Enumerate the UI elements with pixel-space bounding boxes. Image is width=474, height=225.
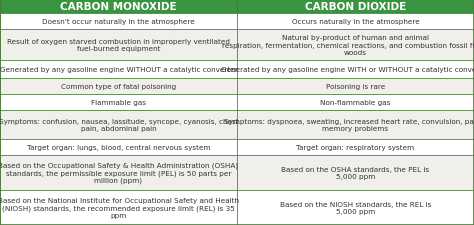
Text: Symptoms: confusion, nausea, lassitude, syncope, cyanosis, chest
pain, abdominal: Symptoms: confusion, nausea, lassitude, …: [0, 118, 238, 131]
Bar: [237, 29, 474, 61]
Text: Non-flammable gas: Non-flammable gas: [320, 100, 391, 106]
Bar: [0, 94, 237, 110]
Bar: [237, 14, 474, 29]
Bar: [0, 0, 237, 14]
Text: CARBON DIOXIDE: CARBON DIOXIDE: [305, 2, 406, 12]
Text: Poisoning is rare: Poisoning is rare: [326, 84, 385, 90]
Bar: [237, 0, 474, 14]
Text: Target organ: respiratory system: Target organ: respiratory system: [296, 144, 415, 150]
Bar: [0, 110, 237, 139]
Text: Symptoms: dyspnoea, sweating, increased heart rate, convulsion, panic,
memory pr: Symptoms: dyspnoea, sweating, increased …: [224, 118, 474, 131]
Bar: [237, 139, 474, 155]
Bar: [0, 29, 237, 61]
Text: Occurs naturally in the atmosphere: Occurs naturally in the atmosphere: [292, 18, 419, 25]
Bar: [237, 79, 474, 94]
Text: Based on the Occupational Safety & Health Administration (OSHA)
standards, the p: Based on the Occupational Safety & Healt…: [0, 162, 238, 183]
Text: Flammable gas: Flammable gas: [91, 100, 146, 106]
Bar: [237, 94, 474, 110]
Bar: [0, 139, 237, 155]
Text: Generated by any gasoline engine WITHOUT a catalytic converter: Generated by any gasoline engine WITHOUT…: [0, 67, 237, 73]
Bar: [0, 61, 237, 79]
Text: Common type of fatal poisoning: Common type of fatal poisoning: [61, 84, 176, 90]
Text: CARBON MONOXIDE: CARBON MONOXIDE: [60, 2, 177, 12]
Text: Based on the National Institute for Occupational Safety and Health
(NIOSH) stand: Based on the National Institute for Occu…: [0, 197, 239, 218]
Text: Target organ: lungs, blood, central nervous system: Target organ: lungs, blood, central nerv…: [27, 144, 210, 150]
Text: Based on the NIOSH standards, the REL is
5,000 ppm: Based on the NIOSH standards, the REL is…: [280, 201, 431, 214]
Bar: [0, 14, 237, 29]
Bar: [237, 110, 474, 139]
Bar: [0, 79, 237, 94]
Bar: [0, 190, 237, 225]
Text: Result of oxygen starved combustion in improperly ventilated
fuel-burned equipme: Result of oxygen starved combustion in i…: [7, 39, 230, 52]
Bar: [0, 155, 237, 190]
Bar: [237, 190, 474, 225]
Bar: [237, 61, 474, 79]
Bar: [237, 155, 474, 190]
Text: Based on the OSHA standards, the PEL is
5,000 ppm: Based on the OSHA standards, the PEL is …: [282, 166, 429, 179]
Text: Natural by-product of human and animal
respiration, fermentation, chemical react: Natural by-product of human and animal r…: [222, 35, 474, 56]
Text: Doesn't occur naturally in the atmosphere: Doesn't occur naturally in the atmospher…: [42, 18, 195, 25]
Text: Generated by any gasoline engine WITH or WITHOUT a catalytic converter: Generated by any gasoline engine WITH or…: [221, 67, 474, 73]
